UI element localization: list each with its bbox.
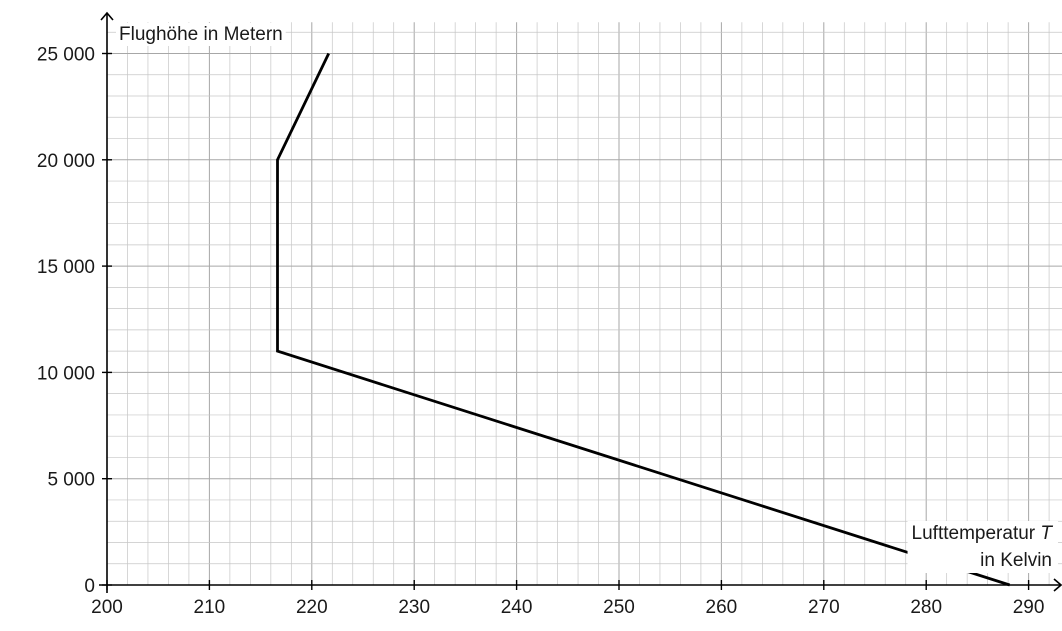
x-tick-label: 250 [603,597,635,618]
y-tick-label: 0 [84,576,95,597]
y-tick-label: 5 000 [47,470,95,491]
x-axis-label-line1: Lufttemperatur T [912,523,1054,544]
x-tick-label: 230 [398,597,430,618]
y-axis-arrow-icon [100,11,114,21]
x-tick-label: 270 [808,597,840,618]
x-tick-label: 240 [501,597,533,618]
x-axis-label-variable: T [1040,523,1053,544]
x-tick-label: 200 [91,597,123,618]
x-tick-label: 260 [706,597,738,618]
grid [106,22,1062,586]
y-tick-label: 25 000 [37,45,95,66]
y-tick-label: 10 000 [37,363,95,384]
y-axis-label: Flughöhe in Metern [119,24,283,45]
y-tick-label: 20 000 [37,151,95,172]
ticks: 20021022023024025026027028029030005 0001… [37,45,1045,619]
axis-labels: Flughöhe in Metern Lufttemperatur T in K… [116,23,1058,573]
series [276,52,1011,587]
x-axis-label-line2: in Kelvin [980,550,1052,571]
series-line [276,52,1011,587]
x-axis-label-text: Lufttemperatur [912,523,1041,544]
x-tick-label: 290 [1013,597,1045,618]
x-tick-label: 220 [296,597,328,618]
x-tick-label: 280 [910,597,942,618]
x-axis-arrow-icon [1053,578,1062,592]
axes [99,11,1062,593]
y-tick-label: 15 000 [37,257,95,278]
y-axis-label-background [116,23,286,46]
x-axis-label-background [907,521,1058,573]
x-tick-label: 210 [194,597,226,618]
